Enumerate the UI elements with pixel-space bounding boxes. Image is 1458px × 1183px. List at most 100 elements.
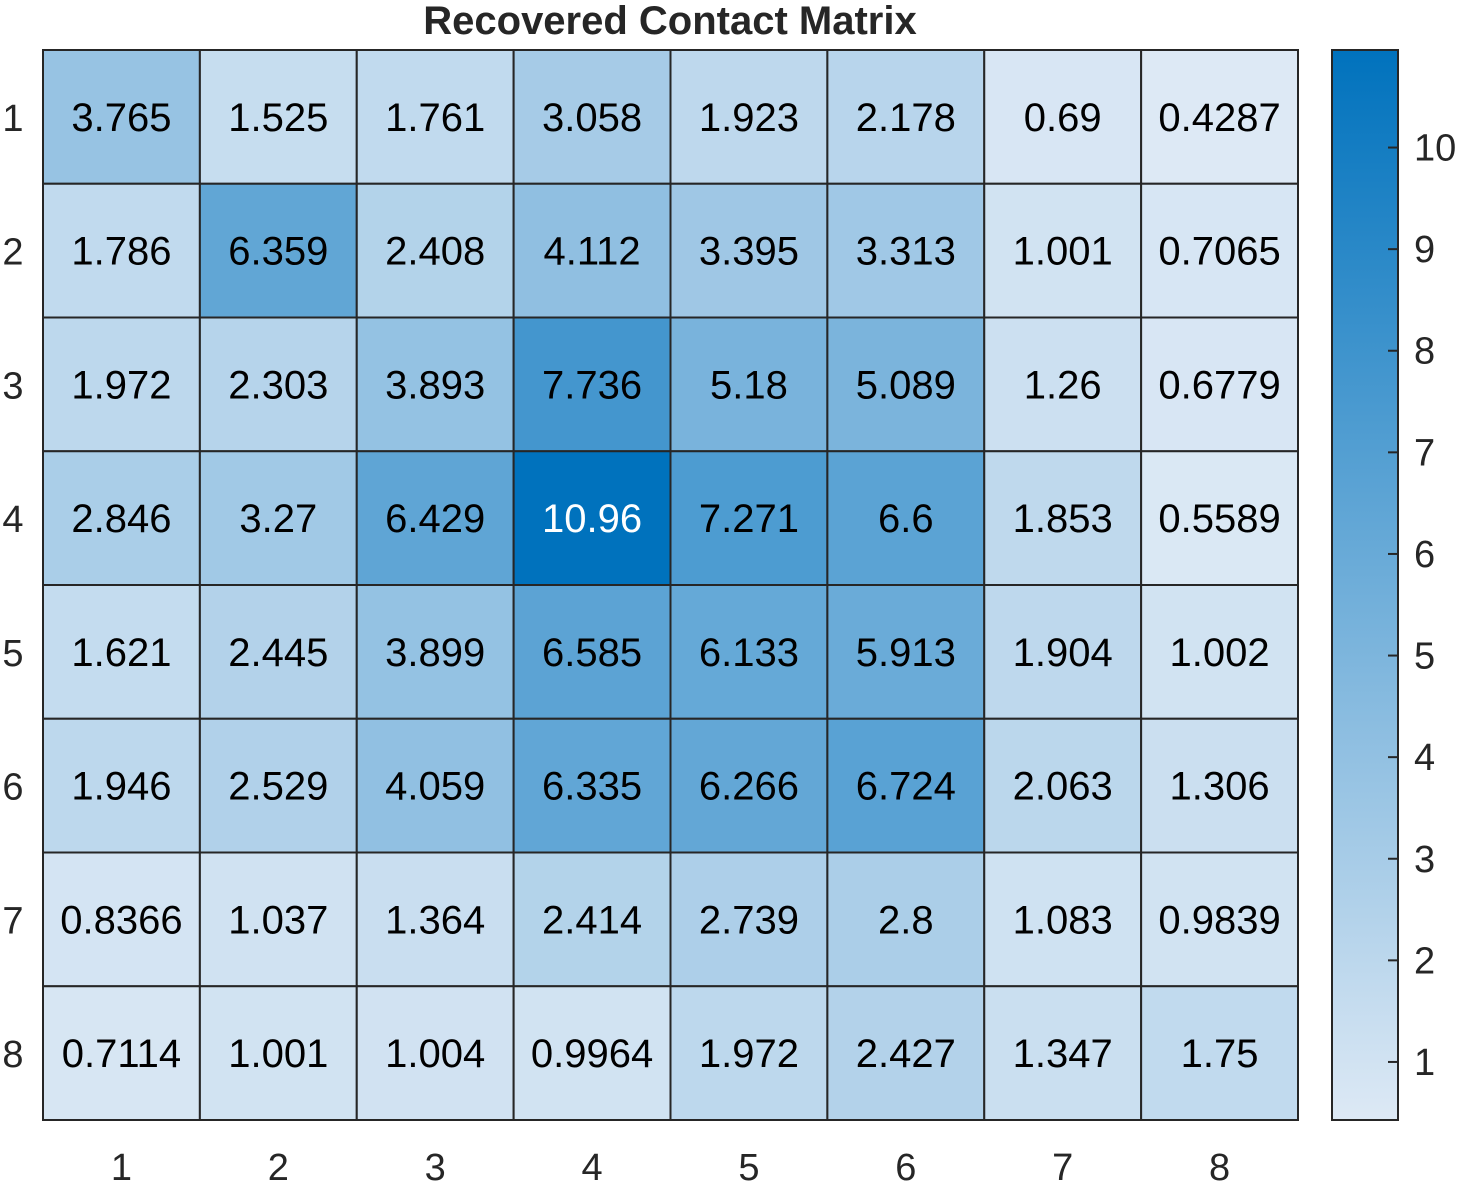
heatmap-cell-label: 2.739: [699, 898, 799, 942]
heatmap-cell-label: 0.9839: [1158, 898, 1280, 942]
heatmap-cell: [42, 851, 201, 988]
heatmap-cell: [512, 49, 672, 185]
heatmap-cell-label: 3.058: [542, 96, 642, 140]
heatmap-cell: [355, 316, 515, 453]
colorbar-tick-label: 7: [1414, 432, 1435, 474]
x-tick-label: 6: [895, 1147, 916, 1183]
heatmap-cell-label: 1.972: [699, 1032, 799, 1076]
heatmap-cell-label: 1.923: [699, 96, 799, 140]
heatmap-cell-label: 2.178: [856, 96, 956, 140]
heatmap-cell-label: 3.313: [856, 230, 956, 274]
heatmap-cell: [669, 584, 829, 720]
heatmap-cells: [42, 49, 1299, 1121]
heatmap-cell-label: 1.001: [228, 1032, 328, 1076]
heatmap-cell-label: 2.529: [228, 765, 328, 809]
x-tick-label: 8: [1209, 1147, 1230, 1183]
colorbar-tick-label: 3: [1414, 839, 1435, 881]
heatmap-cell-label: 1.525: [228, 96, 328, 140]
heatmap-cell-label: 1.853: [1013, 497, 1113, 541]
heatmap-cell-label: 3.765: [71, 96, 171, 140]
heatmap-cell-label: 3.27: [239, 497, 317, 541]
colorbar-tick-label: 8: [1414, 331, 1435, 373]
heatmap-cell-label: 1.621: [71, 631, 171, 675]
heatmap-cell-label: 6.266: [699, 765, 799, 809]
heatmap-cell: [669, 450, 829, 586]
heatmap-cell-label: 6.133: [699, 631, 799, 675]
heatmap-cell: [983, 316, 1143, 453]
heatmap-cell-label: 2.303: [228, 363, 328, 407]
heatmap-cell: [42, 450, 201, 586]
heatmap-cell: [42, 49, 201, 185]
x-tick-label: 3: [425, 1147, 446, 1183]
heatmap-cell-label: 2.846: [71, 497, 171, 541]
heatmap-cell: [355, 717, 515, 854]
heatmap-cell: [983, 851, 1143, 988]
y-tick-label: 3: [2, 365, 23, 407]
heatmap-cell-label: 1.26: [1024, 363, 1102, 407]
heatmap-cell-label: 1.037: [228, 898, 328, 942]
heatmap-cell: [198, 49, 358, 185]
heatmap-cell-label: 2.8: [878, 898, 934, 942]
heatmap-cell: [826, 316, 986, 453]
heatmap-cell: [512, 182, 672, 319]
heatmap-cell: [198, 182, 358, 319]
x-tick-label: 1: [111, 1147, 132, 1183]
heatmap-cell: [1140, 985, 1299, 1121]
heatmap-cell-label: 2.408: [385, 230, 485, 274]
x-axis-tick-labels: 1 2 3 4 5 6 7 8: [111, 1147, 1230, 1183]
heatmap-cell-label: 1.364: [385, 898, 485, 942]
heatmap-cell-label: 1.002: [1170, 631, 1270, 675]
heatmap-cell: [983, 584, 1143, 720]
heatmap-cell-label: 0.9964: [531, 1032, 653, 1076]
colorbar-gradient: [1331, 49, 1399, 1121]
heatmap-cell-label: 2.427: [856, 1032, 956, 1076]
heatmap-cell-label: 1.75: [1181, 1032, 1259, 1076]
heatmap-cell: [355, 450, 515, 586]
heatmap-cell-label: 1.946: [71, 765, 171, 809]
heatmap-cell-label: 2.414: [542, 898, 642, 942]
heatmap-cell-labels: 3.765 1.525 1.761 3.058 1.923 2.178 0.69 0.4287…: [60, 96, 1280, 1076]
heatmap-cell-label: 10.96: [542, 497, 642, 541]
x-tick-label: 7: [1052, 1147, 1073, 1183]
heatmap-cell-label: 1.306: [1170, 765, 1270, 809]
heatmap-cell-label: 1.083: [1013, 898, 1113, 942]
heatmap-cell: [1140, 851, 1299, 988]
heatmap-cell-label: 5.089: [856, 363, 956, 407]
heatmap-cell: [355, 985, 515, 1121]
heatmap-cell-label: 3.395: [699, 230, 799, 274]
heatmap-cell-label: 1.904: [1013, 631, 1113, 675]
heatmap-cell-label: 0.6779: [1158, 363, 1280, 407]
colorbar-tick-label: 4: [1414, 737, 1435, 779]
heatmap-cell: [355, 584, 515, 720]
heatmap-cell-label: 6.6: [878, 497, 934, 541]
heatmap-cell: [826, 49, 986, 185]
heatmap-cell-label: 6.359: [228, 230, 328, 274]
heatmap-cell: [512, 450, 672, 586]
heatmap-cell: [826, 584, 986, 720]
y-axis-tick-labels: 1 2 3 4 5 6 7 8: [2, 98, 23, 1076]
heatmap-cell-label: 2.063: [1013, 765, 1113, 809]
heatmap-cell-label: 1.786: [71, 230, 171, 274]
heatmap-cell-label: 0.5589: [1158, 497, 1280, 541]
heatmap-cell-label: 2.445: [228, 631, 328, 675]
heatmap-cell-label: 1.761: [385, 96, 485, 140]
heatmap-cell-label: 6.429: [385, 497, 485, 541]
chart-title: Recovered Contact Matrix: [423, 0, 916, 43]
colorbar-tick-label: 1: [1414, 1042, 1435, 1084]
heatmap-cell-label: 1.972: [71, 363, 171, 407]
heatmap-cell: [198, 316, 358, 453]
heatmap-cell-label: 4.112: [543, 230, 640, 274]
heatmap-cell-label: 5.913: [856, 631, 956, 675]
heatmap-cell-label: 0.8366: [60, 898, 182, 942]
heatmap-cell-label: 3.899: [385, 631, 485, 675]
heatmap-cell: [355, 851, 515, 988]
heatmap-cell: [1140, 584, 1299, 720]
heatmap-cell: [826, 717, 986, 854]
heatmap-cell: [983, 450, 1143, 586]
y-tick-label: 1: [2, 98, 23, 140]
heatmap-cell-label: 6.724: [856, 765, 956, 809]
heatmap-cell-label: 0.7114: [62, 1032, 181, 1076]
y-tick-label: 5: [2, 633, 23, 675]
x-tick-label: 4: [581, 1147, 602, 1183]
